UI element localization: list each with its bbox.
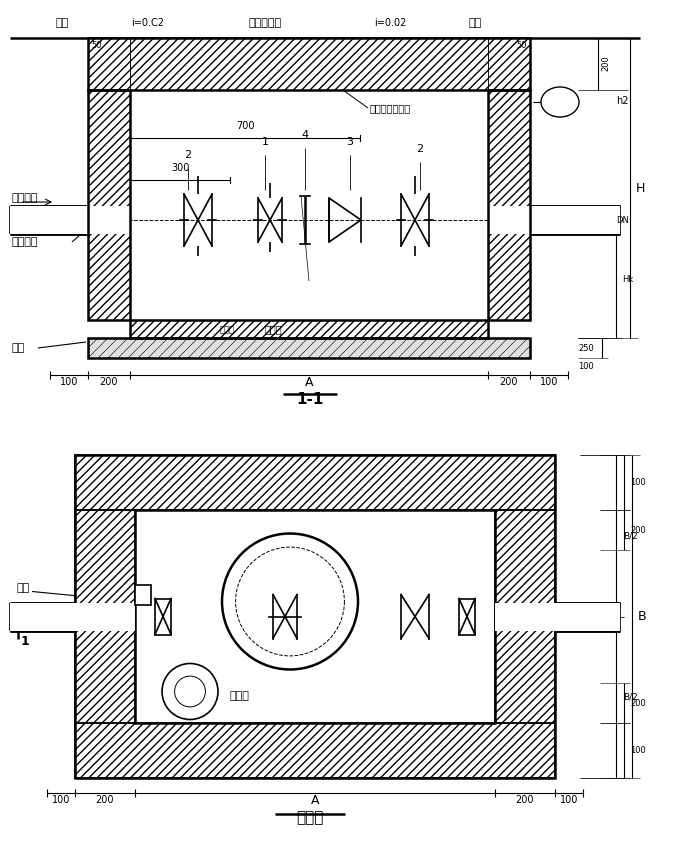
Text: 人孔: 人孔 [298,574,312,583]
Bar [88,38,130,90]
Bar [495,510,555,723]
Bar [75,510,135,723]
Text: DN: DN [616,216,629,224]
Text: 300: 300 [171,163,189,173]
Bar [75,455,555,510]
Text: 700: 700 [236,121,254,131]
Bar [155,599,171,634]
Text: 1: 1 [21,634,29,647]
Text: 平面图: 平面图 [296,810,324,825]
Bar [495,510,555,723]
Bar [130,38,488,90]
Text: 100: 100 [630,746,646,755]
Text: 水流方向: 水流方向 [12,193,38,203]
Text: 防水套管: 防水套管 [12,237,38,247]
Circle shape [222,533,358,670]
Text: 1: 1 [261,137,269,147]
Bar [135,584,151,604]
Bar [10,602,135,631]
Text: 100: 100 [60,377,78,387]
Text: H: H [636,181,646,194]
Bar [130,320,488,338]
Bar [75,723,555,778]
Text: Hk: Hk [622,274,633,284]
Text: 2: 2 [417,144,423,154]
Text: i=0.C2: i=0.C2 [131,18,164,28]
Text: 100: 100 [52,795,70,805]
Text: 200: 200 [630,526,646,534]
Text: 200: 200 [100,377,118,387]
Text: 100: 100 [630,478,646,487]
Bar [135,510,495,723]
Text: 200: 200 [516,795,534,805]
Text: 1-1: 1-1 [296,392,324,407]
Text: A: A [311,793,319,807]
Text: 钢筋混凝土盖板: 钢筋混凝土盖板 [370,103,411,113]
Text: B/2: B/2 [623,693,637,702]
Text: 沉淀池: 沉淀池 [220,325,235,334]
Text: 3: 3 [347,137,354,147]
Bar [88,338,530,358]
Text: 100: 100 [578,362,594,371]
Bar [75,455,555,778]
Text: h2: h2 [616,96,629,106]
Bar [488,206,620,234]
Text: 抹面: 抹面 [469,18,482,28]
Bar [130,320,488,338]
Circle shape [162,664,218,720]
Text: 100: 100 [540,377,558,387]
Text: B/2: B/2 [623,532,637,540]
Bar [488,90,530,320]
Text: 垫层: 垫层 [12,343,25,353]
Text: 1: 1 [557,92,564,102]
Text: 200: 200 [500,377,518,387]
Bar [88,90,130,320]
Text: 4: 4 [302,130,308,140]
Text: B: B [638,610,646,623]
Bar [10,206,130,234]
Text: 2: 2 [185,150,192,160]
Bar [75,723,555,778]
Bar [88,38,530,90]
Text: 集水坑: 集水坑 [230,691,250,702]
Text: 集水坑: 集水坑 [265,324,282,334]
Text: 地面: 地面 [55,18,68,28]
Text: A: A [305,375,313,388]
Text: i=0.02: i=0.02 [374,18,406,28]
Text: 200: 200 [96,795,114,805]
Bar [459,599,475,634]
Bar [75,510,135,723]
Text: Φ800: Φ800 [292,594,318,603]
Bar [75,455,555,510]
Bar [88,338,530,358]
Text: 87: 87 [554,105,566,115]
Text: 200: 200 [601,55,611,71]
Bar [488,38,530,90]
Text: 100: 100 [560,795,578,805]
Text: 250: 250 [578,343,594,352]
Ellipse shape [541,87,579,117]
Bar [495,602,620,631]
Text: 50: 50 [516,41,527,51]
Bar [488,90,530,320]
Text: 200: 200 [630,698,646,708]
Text: 踏步: 踏步 [16,583,30,594]
Text: 井盖及支座: 井盖及支座 [248,18,282,28]
Text: 50: 50 [91,41,101,51]
Bar [88,90,130,320]
